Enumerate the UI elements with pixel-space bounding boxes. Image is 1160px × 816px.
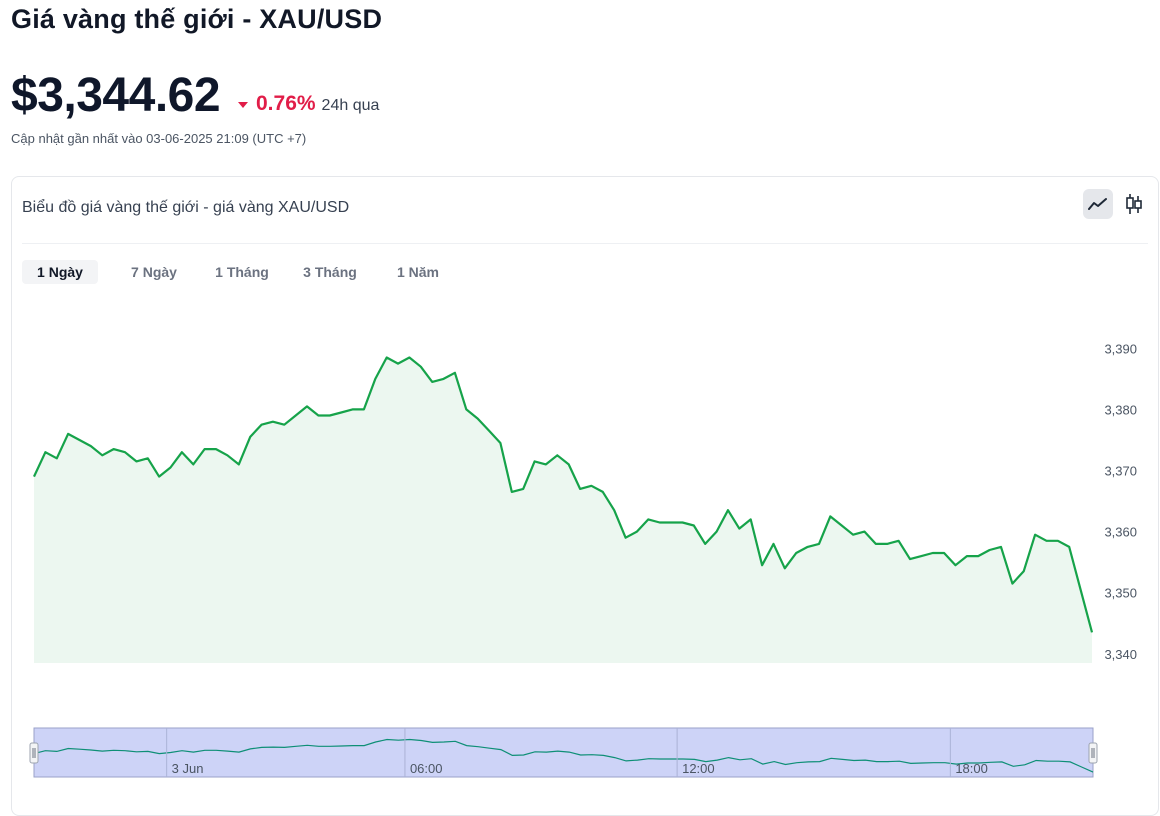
tab-1-day[interactable]: 1 Ngày bbox=[22, 260, 98, 284]
chart-title: Biểu đồ giá vàng thế giới - giá vàng XAU… bbox=[22, 199, 350, 216]
page-title: Giá vàng thế giới - XAU/USD bbox=[11, 4, 383, 34]
change-period: 24h qua bbox=[321, 96, 380, 114]
chart-view-toggle bbox=[1083, 189, 1149, 219]
navigator-window[interactable] bbox=[33, 727, 1094, 778]
y-tick-label: 3,360 bbox=[1104, 525, 1137, 540]
navigator-label: 18:00 bbox=[955, 761, 988, 776]
navigator-right-handle[interactable] bbox=[1088, 742, 1098, 764]
price-line bbox=[33, 356, 1094, 633]
chart-navigator[interactable]: 3 Jun 06:00 12:00 18:00 bbox=[29, 727, 1098, 778]
navigator-label: 06:00 bbox=[410, 761, 443, 776]
candlestick-icon bbox=[1126, 194, 1142, 214]
tab-3-months[interactable]: 3 Tháng bbox=[303, 264, 357, 280]
price-change: 0.76% 24h qua bbox=[238, 92, 379, 116]
tab-7-days[interactable]: 7 Ngày bbox=[131, 264, 177, 280]
line-chart-button[interactable] bbox=[1083, 189, 1113, 219]
candlestick-button[interactable] bbox=[1119, 189, 1149, 219]
down-arrow-icon bbox=[238, 102, 248, 108]
y-tick-label: 3,390 bbox=[1104, 341, 1137, 356]
price-chart: 3,390 3,380 3,370 3,360 3,350 3,340 3 Jun 06:0… bbox=[29, 341, 1137, 778]
y-tick-label: 3,340 bbox=[1104, 647, 1137, 662]
navigator-left-handle[interactable] bbox=[29, 742, 39, 764]
change-percent: 0.76% bbox=[256, 92, 316, 115]
y-axis: 3,390 3,380 3,370 3,360 3,350 3,340 bbox=[1104, 341, 1137, 662]
navigator-label: 12:00 bbox=[682, 761, 715, 776]
last-updated: Cập nhật gần nhất vào 03-06-2025 21:09 (… bbox=[11, 131, 307, 146]
current-price: $3,344.62 bbox=[11, 69, 221, 122]
main-chart-area bbox=[33, 356, 1094, 663]
y-tick-label: 3,350 bbox=[1104, 586, 1137, 601]
price-area-fill bbox=[34, 357, 1092, 663]
card-divider bbox=[22, 243, 1148, 244]
range-tabs: 1 Ngày 7 Ngày 1 Tháng 3 Tháng 1 Năm bbox=[22, 260, 462, 284]
navigator-series bbox=[33, 738, 1094, 773]
tab-1-year[interactable]: 1 Năm bbox=[396, 264, 440, 280]
line-chart-icon bbox=[1088, 198, 1107, 210]
y-tick-label: 3,380 bbox=[1104, 402, 1137, 417]
y-tick-label: 3,370 bbox=[1104, 464, 1137, 479]
tab-1-month[interactable]: 1 Tháng bbox=[215, 264, 269, 280]
navigator-label: 3 Jun bbox=[172, 761, 204, 776]
